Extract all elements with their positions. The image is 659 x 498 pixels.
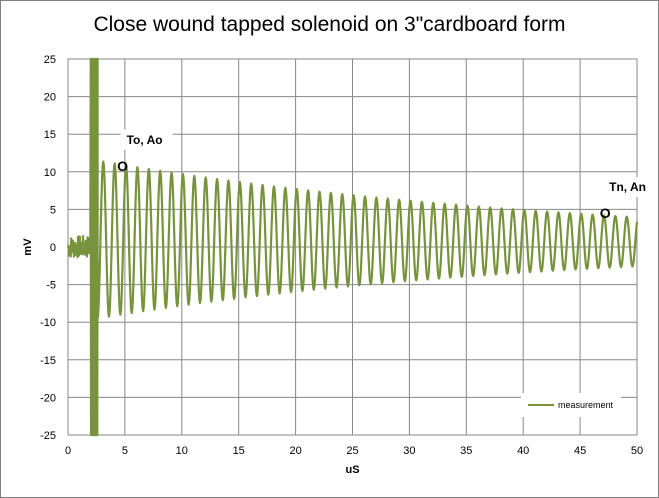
x-tick-label: 35 — [460, 445, 472, 457]
series-line-measurement — [66, 57, 639, 437]
tick-layer: 0 5 10 15 20 25 30 35 40 45 502520151050-5-10-15-2… — [40, 54, 643, 457]
x-tick-label: 10 — [176, 445, 188, 457]
annotation-label-bg — [120, 129, 173, 150]
x-tick-label: 45 — [574, 445, 586, 457]
x-axis-title: uS — [345, 464, 359, 476]
y-tick-label: -10 — [40, 317, 56, 329]
y-tick-label: -20 — [40, 392, 56, 404]
y-tick-label: -5 — [46, 280, 56, 292]
annotation-label-bg — [603, 177, 656, 198]
x-tick-label: 25 — [346, 445, 358, 457]
x-tick-label: 40 — [517, 445, 529, 457]
y-tick-label: 0 — [50, 242, 56, 254]
y-axis-title: mV — [22, 238, 34, 256]
x-tick-label: 5 — [122, 445, 128, 457]
x-tick-label: 30 — [403, 445, 415, 457]
annotation-layer: O To, Ao O Tn, An — [117, 129, 656, 221]
annotation-label: Tn, An — [609, 180, 646, 194]
x-tick-label: 50 — [631, 445, 643, 457]
x-tick-label: 20 — [289, 445, 301, 457]
x-tick-label: 15 — [233, 445, 245, 457]
legend: measurement — [521, 393, 621, 417]
y-tick-label: 15 — [44, 129, 56, 141]
annotation-marker: O — [600, 205, 611, 221]
y-tick-label: 5 — [50, 204, 56, 216]
legend-label: measurement — [558, 400, 614, 410]
y-tick-label: 20 — [44, 92, 56, 104]
series-layer — [66, 57, 639, 437]
y-tick-label: -25 — [40, 430, 56, 442]
x-tick-label: 0 — [65, 445, 71, 457]
chart-title: Close wound tapped solenoid on 3"cardboa… — [93, 13, 566, 36]
y-tick-label: 10 — [44, 167, 56, 179]
annotation-marker: O — [117, 158, 128, 174]
annotation-label: To, Ao — [127, 133, 163, 147]
y-tick-label: -15 — [40, 355, 56, 367]
y-tick-label: 25 — [44, 54, 56, 66]
